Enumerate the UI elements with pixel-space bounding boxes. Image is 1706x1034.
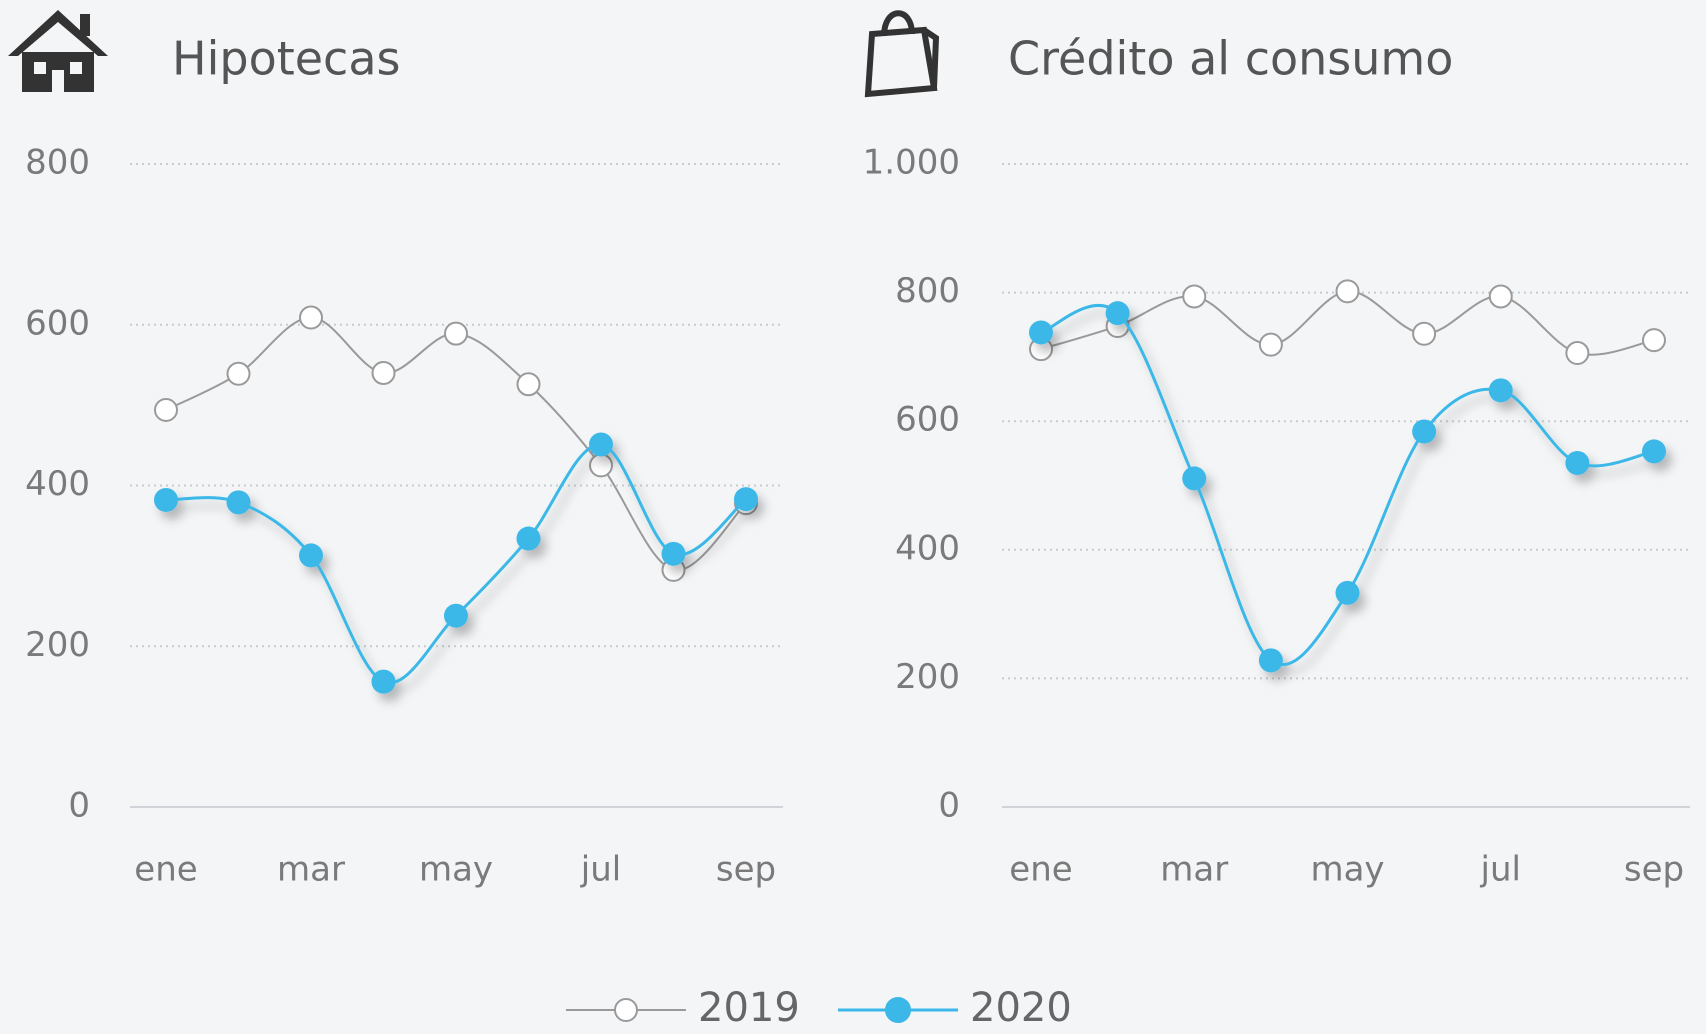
point [1412,419,1437,444]
x-tick-label: mar [277,850,345,890]
x-tick-label: ene [1009,850,1072,890]
point [1412,321,1437,346]
x-tick-label: may [419,850,493,890]
point [226,361,251,386]
y-tick-label: 0 [938,786,960,826]
chart-title: Hipotecas [172,32,401,86]
x-tick-label: jul [580,850,621,890]
point [1642,439,1666,464]
series [1029,301,1666,673]
point [1335,279,1360,304]
point [661,541,686,566]
point [154,397,178,422]
x-tick-label: jul [1480,850,1521,890]
point [516,372,541,397]
y-tick-label: 200 [25,625,90,665]
line [165,316,747,572]
x-tick-label: may [1310,850,1384,890]
point [1642,328,1666,353]
x-tick-label: mar [1160,850,1228,890]
y-tick-label: 400 [25,464,90,504]
y-tick-label: 800 [895,271,960,311]
legend-marker [614,998,638,1022]
y-tick-label: 1.000 [863,143,960,183]
point [371,669,396,694]
y-tick-label: 600 [895,400,960,440]
point [1335,580,1360,605]
chart-title: Crédito al consumo [1008,32,1453,86]
point [1258,332,1283,357]
x-tick-label: sep [1624,850,1684,890]
point [1488,378,1513,403]
legend-marker [885,997,911,1023]
point [516,526,541,551]
point [1182,466,1207,491]
point [444,603,468,628]
line [1040,304,1655,667]
point [299,305,323,330]
y-tick-label: 800 [25,143,90,183]
point [444,321,468,346]
y-tick-label: 600 [25,303,90,343]
point [1488,284,1513,309]
point [1565,450,1590,475]
bag-icon [864,10,940,98]
legend-label: 2019 [698,985,800,1031]
series [154,305,758,582]
point [1258,648,1283,673]
point [1029,320,1053,345]
house-icon [8,10,108,92]
series [154,432,758,694]
x-tick-label: sep [716,850,776,890]
y-tick-label: 400 [895,528,960,568]
point [1182,284,1207,309]
legend-label: 2020 [970,985,1072,1031]
point [299,543,323,568]
y-tick-label: 0 [68,786,90,826]
point [226,490,251,515]
y-tick-label: 200 [895,657,960,697]
point [734,487,758,512]
point [371,360,396,385]
point [1565,341,1590,366]
point [589,432,613,457]
point [589,453,613,478]
x-tick-label: ene [134,850,197,890]
point [154,487,178,512]
point [1105,301,1130,326]
